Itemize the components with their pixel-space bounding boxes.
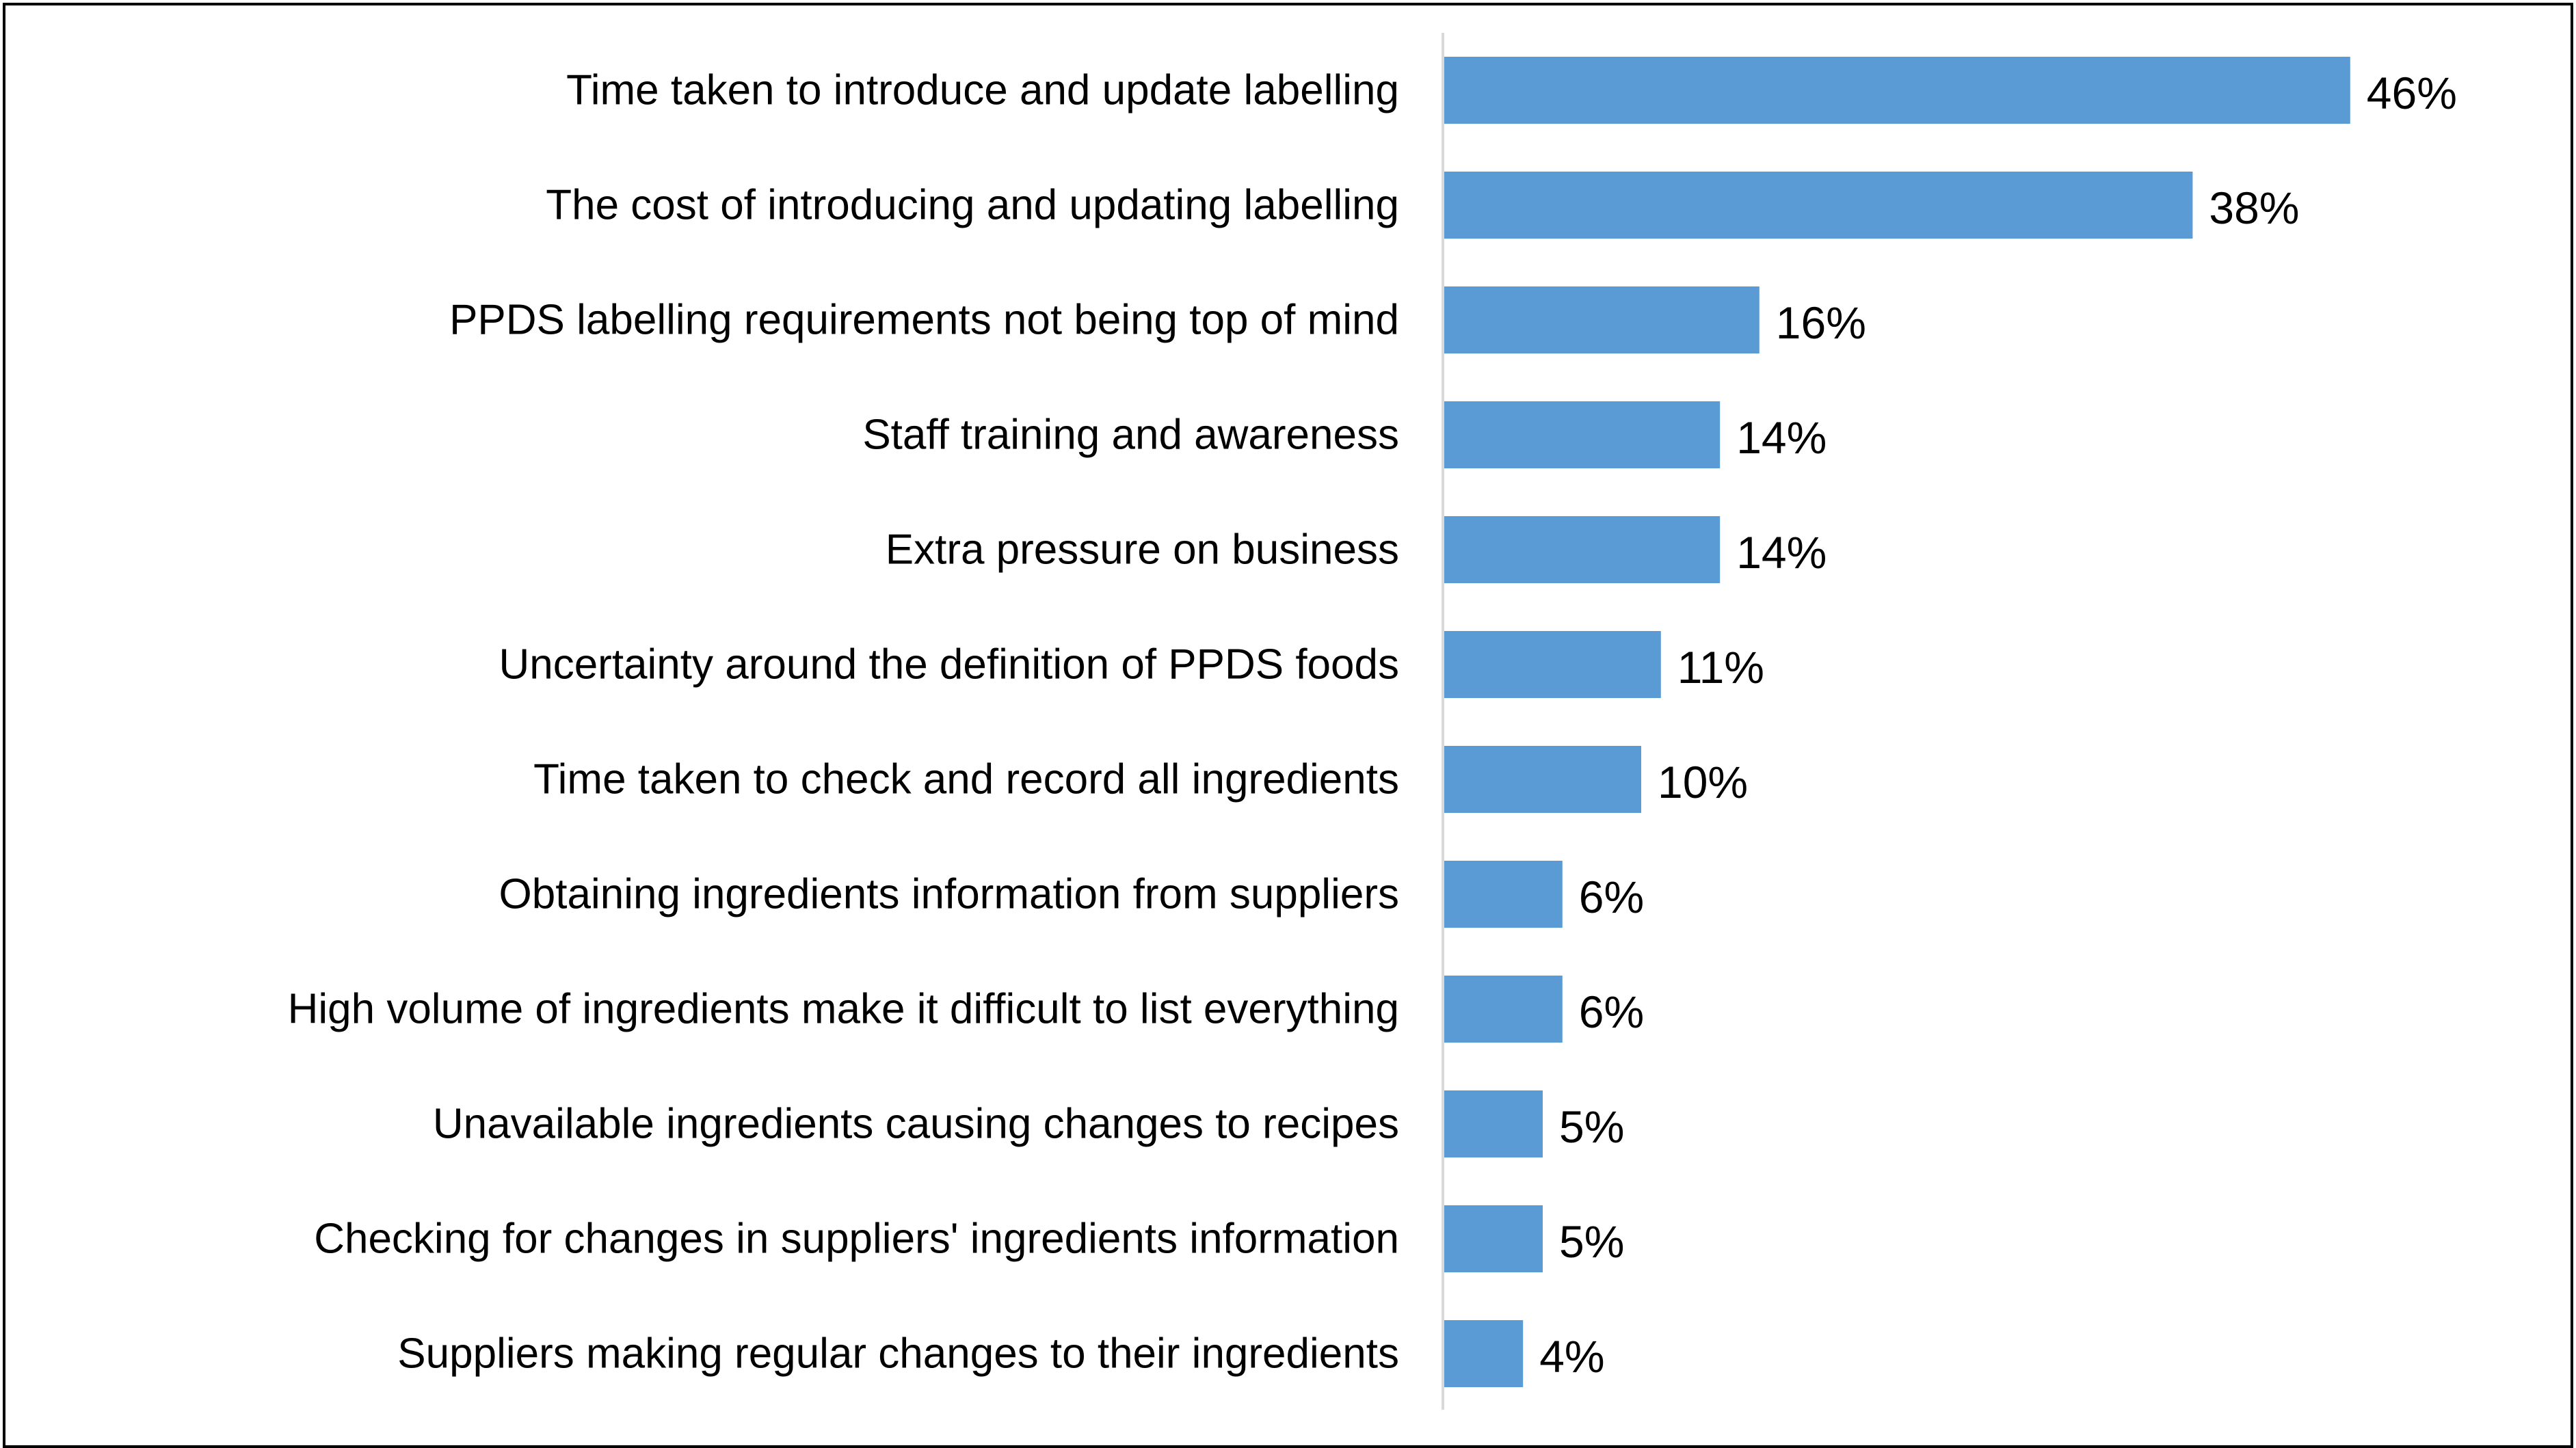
bar <box>1444 631 1661 698</box>
bar <box>1444 286 1760 353</box>
bar <box>1444 861 1563 928</box>
data-label: 14% <box>1736 527 1827 578</box>
category-label: Obtaining ingredients information from s… <box>499 871 1399 918</box>
category-label: Extra pressure on business <box>886 526 1399 574</box>
bar <box>1444 516 1721 583</box>
category-label: The cost of introducing and updating lab… <box>546 182 1399 229</box>
bar-chart: Time taken to introduce and update label… <box>288 33 2457 1410</box>
category-label: Checking for changes in suppliers' ingre… <box>314 1216 1399 1263</box>
data-label: 10% <box>1658 757 1748 807</box>
bar <box>1444 1205 1543 1272</box>
data-label: 38% <box>2209 183 2299 233</box>
bar <box>1444 57 2350 124</box>
data-label: 16% <box>1776 297 1866 348</box>
category-label: Time taken to introduce and update label… <box>566 67 1399 114</box>
bar <box>1444 172 2193 239</box>
category-label: Suppliers making regular changes to thei… <box>397 1330 1399 1378</box>
data-label: 14% <box>1736 412 1827 463</box>
category-label: Unavailable ingredients causing changes … <box>433 1101 1399 1148</box>
data-label: 6% <box>1579 872 1644 922</box>
category-label: Staff training and awareness <box>862 412 1399 459</box>
data-label: 4% <box>1539 1331 1604 1382</box>
bar <box>1444 1320 1524 1387</box>
bar <box>1444 1090 1543 1157</box>
category-label: Uncertainty around the definition of PPD… <box>499 641 1399 688</box>
bar <box>1444 746 1641 813</box>
data-label: 46% <box>2367 68 2457 118</box>
bar <box>1444 401 1721 468</box>
category-label: High volume of ingredients make it diffi… <box>288 986 1399 1033</box>
category-label: PPDS labelling requirements not being to… <box>449 297 1399 344</box>
chart-frame: Time taken to introduce and update label… <box>3 3 2573 1448</box>
data-label: 5% <box>1559 1216 1624 1267</box>
data-label: 11% <box>1677 642 1764 693</box>
data-label: 6% <box>1579 987 1644 1037</box>
bar <box>1444 976 1563 1043</box>
data-label: 5% <box>1559 1101 1624 1152</box>
bars-group: Time taken to introduce and update label… <box>288 57 2457 1387</box>
category-label: Time taken to check and record all ingre… <box>533 756 1399 803</box>
